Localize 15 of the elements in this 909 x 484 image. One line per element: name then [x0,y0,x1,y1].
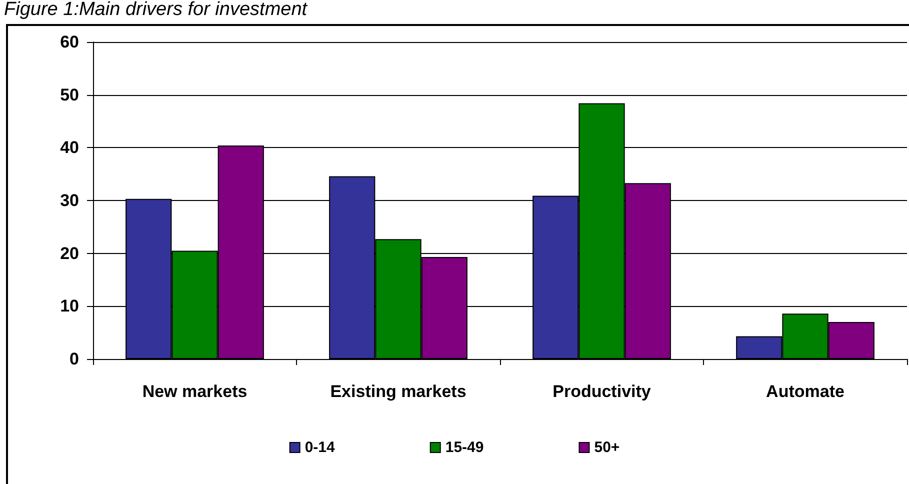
legend-label: 15-49 [445,439,484,456]
y-tick-label: 20 [60,244,79,263]
y-tick-label: 50 [60,85,79,104]
y-tick-label: 30 [60,191,79,210]
legend-label: 0-14 [304,439,336,456]
x-tick-label: New markets [142,382,248,401]
y-tick-label: 40 [60,138,79,158]
y-tick-label: 0 [70,350,79,368]
y-tick-label: 60 [60,32,79,52]
x-tick-label: Existing markets [330,382,466,401]
x-tick-label: Automate [766,382,844,401]
x-tick-label: Productivity [552,382,652,401]
chart-title: Figure 1:Main drivers for investment [4,0,308,20]
y-tick-label: 10 [60,296,79,316]
legend-label: 50+ [594,439,620,456]
